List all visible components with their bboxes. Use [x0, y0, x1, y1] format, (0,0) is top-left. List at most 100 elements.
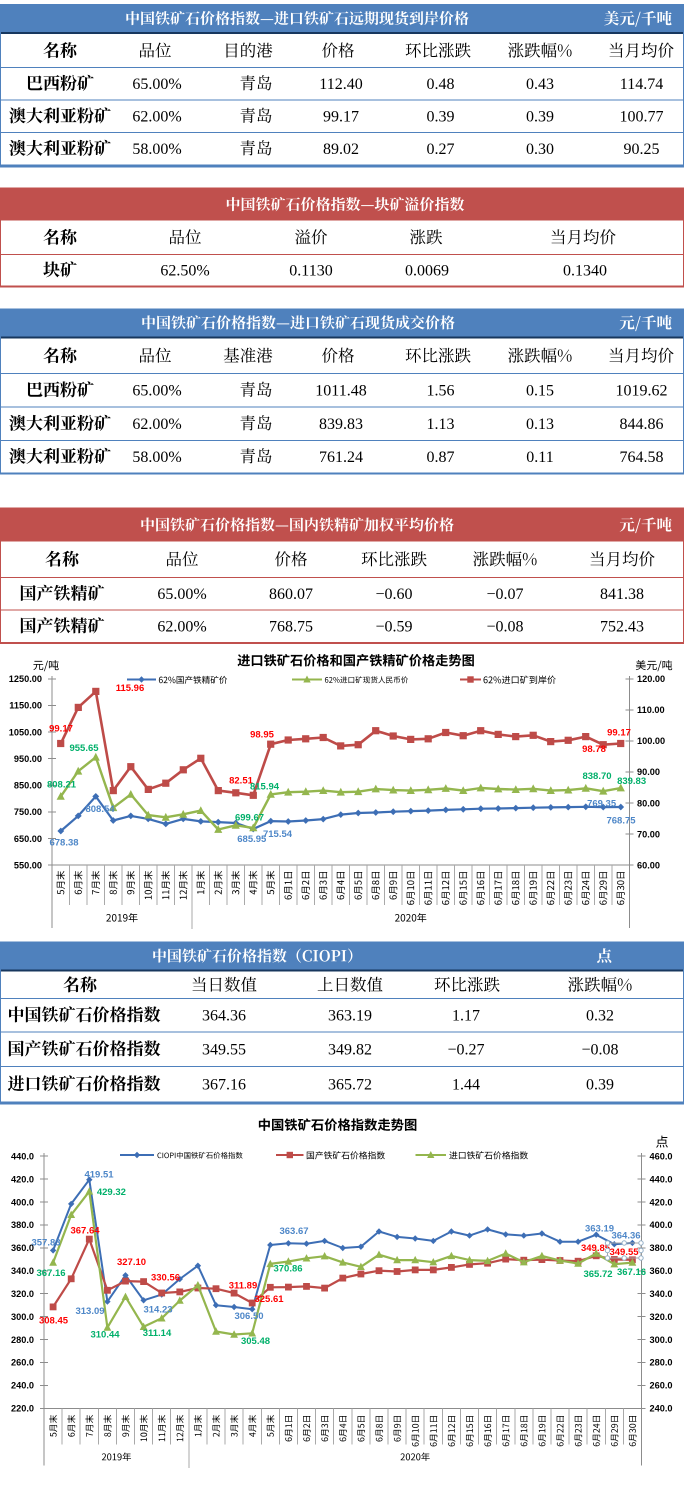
svg-text:0.27: 0.27: [427, 141, 455, 158]
svg-text:349.55: 349.55: [609, 1247, 639, 1258]
svg-text:0.11: 0.11: [526, 449, 553, 466]
svg-text:330.56: 330.56: [151, 1273, 180, 1284]
svg-text:240.0: 240.0: [11, 1381, 34, 1391]
svg-text:115.96: 115.96: [116, 683, 145, 694]
svg-text:0.43: 0.43: [526, 76, 554, 93]
svg-text:1.44: 1.44: [452, 1076, 480, 1093]
svg-text:550.00: 550.00: [14, 860, 42, 870]
svg-text:320.0: 320.0: [650, 1312, 673, 1322]
svg-text:90.25: 90.25: [624, 141, 660, 158]
svg-text:400.0: 400.0: [650, 1220, 673, 1230]
svg-text:327.10: 327.10: [117, 1257, 146, 1268]
svg-text:0.15: 0.15: [526, 382, 554, 399]
svg-text:808.54: 808.54: [85, 804, 115, 815]
svg-text:114.74: 114.74: [620, 76, 663, 93]
svg-text:325.61: 325.61: [254, 1294, 284, 1305]
svg-text:850.00: 850.00: [14, 781, 42, 791]
svg-text:844.86: 844.86: [620, 416, 664, 433]
svg-text:100.77: 100.77: [620, 108, 664, 125]
svg-text:314.23: 314.23: [143, 1304, 172, 1315]
svg-text:440.0: 440.0: [650, 1174, 673, 1184]
svg-text:1150.00: 1150.00: [9, 701, 42, 711]
svg-text:815.94: 815.94: [250, 782, 280, 793]
svg-text:310.44: 310.44: [90, 1330, 120, 1341]
svg-text:761.24: 761.24: [319, 449, 363, 466]
svg-text:99.17: 99.17: [323, 108, 359, 125]
svg-text:320.0: 320.0: [11, 1289, 34, 1299]
svg-text:65.00%: 65.00%: [132, 76, 181, 93]
svg-text:−0.08: −0.08: [581, 1041, 618, 1058]
svg-text:367.16: 367.16: [36, 1268, 65, 1279]
svg-text:220.0: 220.0: [11, 1404, 34, 1414]
svg-text:429.32: 429.32: [97, 1187, 126, 1198]
svg-text:62.00%: 62.00%: [157, 618, 206, 635]
svg-text:0.87: 0.87: [427, 449, 455, 466]
svg-text:60.00: 60.00: [637, 860, 660, 870]
svg-text:420.0: 420.0: [11, 1174, 34, 1184]
svg-text:1250.00: 1250.00: [9, 674, 42, 684]
svg-text:768.75: 768.75: [606, 816, 636, 827]
svg-text:650.00: 650.00: [14, 834, 42, 844]
svg-text:808.21: 808.21: [47, 780, 77, 791]
svg-text:62.50%: 62.50%: [160, 262, 209, 279]
svg-text:305.48: 305.48: [241, 1336, 270, 1347]
svg-text:363.19: 363.19: [328, 1007, 372, 1024]
svg-text:841.38: 841.38: [600, 586, 644, 603]
svg-text:380.0: 380.0: [11, 1220, 34, 1230]
svg-text:950.00: 950.00: [14, 754, 42, 764]
svg-text:955.65: 955.65: [69, 743, 99, 754]
svg-text:380.0: 380.0: [650, 1243, 673, 1253]
svg-text:365.72: 365.72: [328, 1076, 372, 1093]
svg-text:89.02: 89.02: [323, 141, 359, 158]
svg-text:58.00%: 58.00%: [132, 141, 181, 158]
svg-text:260.0: 260.0: [650, 1381, 673, 1391]
svg-text:313.09: 313.09: [75, 1306, 104, 1317]
svg-text:838.70: 838.70: [582, 771, 611, 782]
svg-text:750.00: 750.00: [14, 807, 42, 817]
svg-text:0.39: 0.39: [526, 108, 554, 125]
svg-text:300.0: 300.0: [11, 1312, 34, 1322]
svg-text:370.86: 370.86: [273, 1264, 302, 1275]
svg-text:752.43: 752.43: [600, 618, 644, 635]
svg-text:0.13: 0.13: [526, 416, 554, 433]
svg-text:70.00: 70.00: [637, 829, 660, 839]
svg-text:99.17: 99.17: [607, 728, 631, 739]
svg-text:1050.00: 1050.00: [9, 727, 42, 737]
svg-text:1011.48: 1011.48: [315, 382, 366, 399]
svg-text:90.00: 90.00: [637, 767, 660, 777]
svg-text:65.00%: 65.00%: [132, 382, 181, 399]
svg-text:306.50: 306.50: [234, 1311, 263, 1322]
svg-text:360.0: 360.0: [11, 1243, 34, 1253]
svg-text:110.00: 110.00: [637, 705, 665, 715]
svg-text:860.07: 860.07: [269, 586, 313, 603]
svg-text:308.45: 308.45: [39, 1316, 69, 1327]
svg-text:311.89: 311.89: [229, 1281, 258, 1292]
svg-text:365.72: 365.72: [583, 1269, 612, 1280]
svg-text:367.16: 367.16: [617, 1267, 646, 1278]
svg-text:100.00: 100.00: [637, 736, 665, 746]
svg-text:363.67: 363.67: [279, 1226, 308, 1237]
svg-text:839.83: 839.83: [319, 416, 363, 433]
svg-text:357.83: 357.83: [31, 1237, 60, 1248]
svg-text:280.0: 280.0: [650, 1358, 673, 1368]
svg-text:0.1130: 0.1130: [289, 262, 332, 279]
svg-text:311.14: 311.14: [143, 1328, 172, 1339]
svg-text:349.82: 349.82: [328, 1041, 372, 1058]
svg-text:58.00%: 58.00%: [132, 449, 181, 466]
svg-text:363.19: 363.19: [585, 1223, 614, 1234]
svg-text:82.51: 82.51: [229, 776, 253, 787]
svg-text:0.39: 0.39: [427, 108, 455, 125]
svg-text:280.0: 280.0: [11, 1335, 34, 1345]
svg-text:360.0: 360.0: [650, 1266, 673, 1276]
svg-text:1.17: 1.17: [452, 1007, 480, 1024]
svg-text:260.0: 260.0: [11, 1358, 34, 1368]
svg-text:0.32: 0.32: [586, 1007, 614, 1024]
svg-text:98.78: 98.78: [582, 744, 606, 755]
svg-text:364.36: 364.36: [611, 1230, 640, 1241]
svg-text:367.64: 367.64: [70, 1226, 100, 1237]
svg-text:0.1340: 0.1340: [563, 262, 607, 279]
svg-text:367.16: 367.16: [202, 1076, 246, 1093]
svg-text:685.95: 685.95: [237, 834, 267, 845]
svg-text:65.00%: 65.00%: [157, 586, 206, 603]
svg-text:768.75: 768.75: [269, 618, 313, 635]
